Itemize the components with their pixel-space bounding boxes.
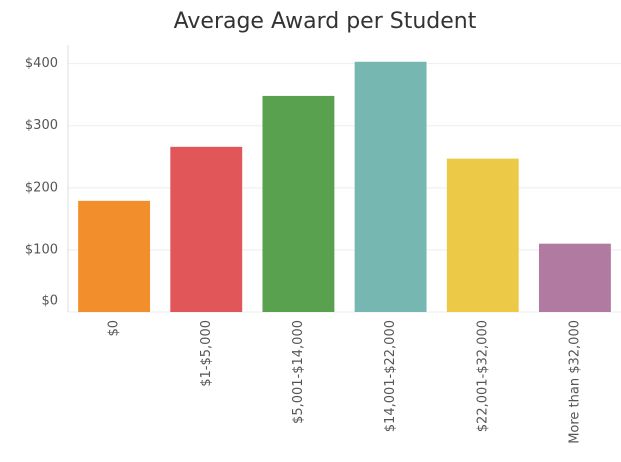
bar [538,243,611,312]
bar [170,146,243,312]
x-tick-label: $1-$5,000 [199,320,214,387]
x-tick-label: More than $32,000 [567,320,582,444]
x-tick-label: $0 [107,320,122,337]
bar [354,61,427,312]
chart-title: Average Award per Student [174,9,477,34]
x-tick-label: $5,001-$14,000 [291,320,306,424]
bar [446,158,519,312]
x-tick-label: $22,001-$32,000 [475,320,490,432]
bar [262,95,335,312]
x-tick-label: $14,001-$22,000 [383,320,398,432]
y-tick-label: $400 [25,56,58,71]
y-tick-label: $200 [25,180,58,195]
bar [78,200,151,312]
y-tick-label: $300 [25,118,58,133]
y-tick-label: $100 [25,242,58,257]
y-tick-label: $0 [41,294,58,309]
